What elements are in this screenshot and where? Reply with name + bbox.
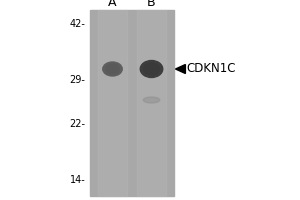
Ellipse shape: [103, 62, 122, 76]
Ellipse shape: [108, 66, 117, 72]
Text: A: A: [108, 0, 117, 9]
Text: CDKN1C: CDKN1C: [186, 62, 236, 75]
Text: 29-: 29-: [70, 75, 86, 85]
Bar: [90, 10, 174, 196]
Text: B: B: [147, 0, 156, 9]
Polygon shape: [176, 64, 185, 73]
Text: 42-: 42-: [70, 19, 86, 29]
Text: 22-: 22-: [70, 119, 86, 129]
Bar: [137, 10, 166, 196]
Text: 14-: 14-: [70, 175, 86, 185]
Ellipse shape: [143, 63, 160, 75]
Ellipse shape: [146, 65, 157, 73]
Ellipse shape: [105, 64, 120, 74]
Ellipse shape: [143, 97, 160, 103]
Bar: [98, 10, 127, 196]
Ellipse shape: [140, 60, 163, 77]
